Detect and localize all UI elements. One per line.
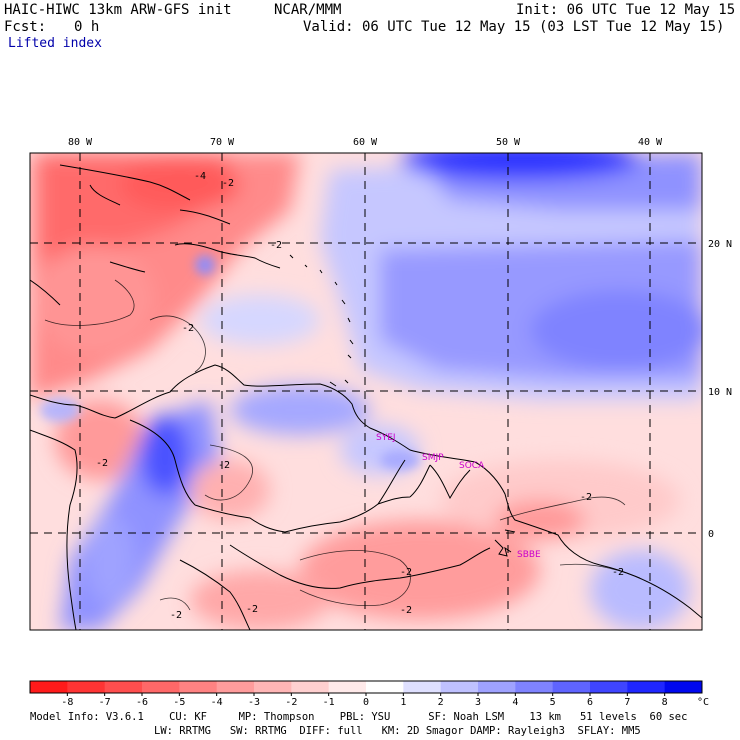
field-name: Lifted index (8, 36, 102, 51)
colorbar-tick-label: 8 (662, 697, 668, 708)
station-smjp: SMJP (422, 453, 444, 463)
colorbar-swatch (254, 681, 292, 693)
map-frame (29, 152, 703, 631)
contour-label: -2 (218, 460, 230, 471)
lat-label-0: 0 (708, 529, 714, 540)
lon-label-40w: 40 W (638, 137, 663, 148)
contour-label: -2 (400, 567, 412, 578)
colorbar-tick-label: 5 (550, 697, 556, 708)
colorbar-swatch (627, 681, 666, 693)
colorbar-tick-label: -5 (173, 697, 185, 708)
colorbar-swatch (291, 681, 330, 693)
colorbar-swatch (30, 681, 68, 693)
contours (44, 279, 641, 611)
colorbar-tick-label: -8 (61, 697, 73, 708)
contour-labels: -4 -2 -2 -2 -2 -2 -2 -2 -2 -2 -2 -2 (96, 171, 624, 621)
colorbar-tick-label: 4 (512, 697, 518, 708)
contour-label: -2 (170, 610, 182, 621)
lat-label-20n: 20 N (708, 239, 732, 250)
contour-label: -2 (246, 604, 258, 615)
contour-label: -2 (222, 178, 234, 189)
colorbar-tick-label: 3 (475, 697, 481, 708)
lon-label-70w: 70 W (210, 137, 235, 148)
colorbar-swatch (216, 681, 255, 693)
colorbar-swatch (179, 681, 218, 693)
init-time: Init: 06 UTC Tue 12 May 15 (516, 2, 736, 18)
colorbar-swatch (664, 681, 703, 693)
model-title: HAIC-HIWC 13km ARW-GFS init (4, 2, 232, 18)
contour-label: -4 (194, 171, 206, 182)
model-info-line1: Model Info: V3.6.1 CU: KF MP: Thompson P… (30, 711, 688, 723)
colorbar-tick-label: 0 (363, 697, 369, 708)
valid-time: Valid: 06 UTC Tue 12 May 15 (03 LST Tue … (303, 19, 725, 35)
lat-lon-grid (30, 153, 702, 630)
lifted-index-field (30, 153, 702, 630)
model-info-line2: LW: RRTMG SW: RRTMG DIFF: full KM: 2D Sm… (154, 725, 641, 737)
colorbar-tick-label: 1 (400, 697, 406, 708)
colorbar-tick-label: -4 (211, 697, 223, 708)
colorbar-tick-label: 7 (624, 697, 630, 708)
center-name: NCAR/MMM (274, 2, 342, 18)
station-soca: SOCA (459, 461, 485, 471)
colorbar-swatch (67, 681, 106, 693)
colorbar: -8 -7 -6 -5 -4 -3 -2 -1 0 1 2 3 4 5 6 7 8 °C (29, 680, 709, 708)
colorbar-tick-label: -1 (323, 697, 335, 708)
colorbar-swatch (552, 681, 591, 693)
contour-label: -2 (270, 240, 282, 251)
contour-label: -2 (612, 567, 624, 578)
colorbar-tick-label: 6 (587, 697, 593, 708)
colorbar-tick-label: -6 (136, 697, 148, 708)
colorbar-swatch (366, 681, 404, 693)
lon-label-50w: 50 W (496, 137, 521, 148)
colorbar-tick-label: -7 (99, 697, 111, 708)
contour-label: -2 (580, 492, 592, 503)
colorbar-swatch (590, 681, 628, 693)
colorbar-swatch (104, 681, 143, 693)
colorbar-unit: °C (697, 697, 709, 708)
contour-label: -2 (400, 605, 412, 616)
lon-label-80w: 80 W (68, 137, 93, 148)
colorbar-tick-label: -2 (285, 697, 297, 708)
fcst-label: Fcst: (4, 19, 47, 35)
colorbar-swatch (142, 681, 180, 693)
station-sbbe: SBBE (517, 550, 541, 560)
colorbar-tick-label: -3 (248, 697, 260, 708)
contour-label: -2 (182, 323, 194, 334)
lat-label-10n: 10 N (708, 387, 732, 398)
colorbar-swatch (440, 681, 479, 693)
lon-label-60w: 60 W (353, 137, 378, 148)
contour-label: -2 (96, 458, 108, 469)
colorbar-swatch (515, 681, 554, 693)
colorbar-swatch (403, 681, 442, 693)
colorbar-tick-label: 2 (438, 697, 444, 708)
fcst-value: 0 h (74, 19, 100, 35)
station-syej: SYEJ (376, 433, 396, 443)
colorbar-swatch (328, 681, 367, 693)
colorbar-swatch (478, 681, 516, 693)
